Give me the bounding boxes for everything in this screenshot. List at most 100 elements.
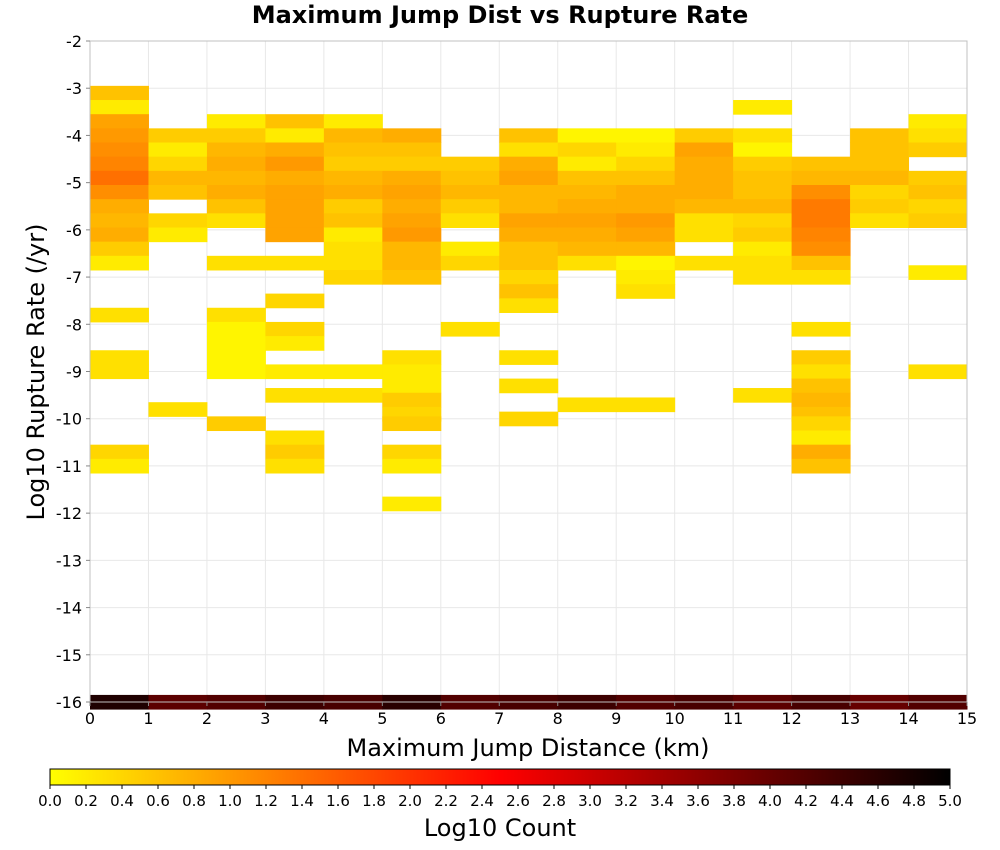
- heatmap-cell: [382, 241, 442, 257]
- heatmap-cell: [440, 321, 500, 337]
- colorbar-tick-label: 4.2: [794, 792, 818, 810]
- y-tick-label: -3: [66, 79, 82, 98]
- heatmap-cell: [90, 170, 149, 186]
- heatmap-cell: [148, 170, 208, 186]
- heatmap-cell: [557, 397, 617, 413]
- heatmap-cell: [733, 156, 793, 172]
- heatmap-cell: [499, 241, 559, 257]
- heatmap-cell: [557, 185, 617, 200]
- heatmap-cell: [850, 199, 910, 214]
- heatmap-cell: [206, 156, 266, 172]
- heatmap-cell: [674, 199, 734, 214]
- heatmap-cell: [616, 269, 676, 285]
- x-tick-label: 13: [840, 709, 860, 728]
- heatmap-cell: [265, 156, 325, 172]
- heatmap-cell: [557, 170, 617, 186]
- y-tick-label: -9: [66, 363, 82, 382]
- heatmap-cell: [90, 185, 149, 200]
- heatmap-cell: [791, 255, 851, 271]
- colorbar-tick-label: 2.4: [470, 792, 494, 810]
- heatmap-cell: [90, 307, 149, 323]
- heatmap-cell: [90, 444, 149, 460]
- heatmap-cell: [148, 227, 208, 243]
- heatmap-cell: [323, 364, 383, 380]
- heatmap-cell: [265, 199, 325, 214]
- heatmap-cell: [382, 185, 442, 200]
- heatmap-cell: [674, 185, 734, 200]
- heatmap-cell: [908, 364, 968, 380]
- heatmap-cell: [850, 142, 910, 158]
- heatmap-cell: [850, 156, 910, 172]
- heatmap-cell: [265, 444, 325, 460]
- heatmap-cell: [382, 392, 442, 408]
- y-tick-label: -12: [56, 504, 82, 523]
- heatmap-cell: [323, 156, 383, 172]
- heatmap-cell: [791, 185, 851, 200]
- heatmap-cell: [440, 199, 500, 214]
- heatmap-cell: [733, 241, 793, 257]
- heatmap-cell: [323, 142, 383, 158]
- heatmap-cell: [382, 227, 442, 243]
- heatmap-cell: [850, 170, 910, 186]
- heatmap-cell: [206, 364, 266, 380]
- y-tick-label: -15: [56, 646, 82, 665]
- colorbar-tick-label: 0.0: [38, 792, 62, 810]
- heatmap-cell: [557, 213, 617, 228]
- colorbar-tick-label: 2.0: [398, 792, 422, 810]
- heatmap-cell: [850, 185, 910, 200]
- heatmap-cell: [206, 199, 266, 214]
- heatmap-cell: [791, 416, 851, 432]
- heatmap-cell: [791, 444, 851, 460]
- heatmap-cell: [733, 227, 793, 243]
- heatmap-cell: [557, 156, 617, 172]
- heatmap-cell: [791, 321, 851, 337]
- colorbar-tick-label: 3.6: [686, 792, 710, 810]
- colorbar-tick-label: 3.4: [650, 792, 674, 810]
- heatmap-cell: [499, 298, 559, 313]
- colorbar-tick-label: 1.6: [326, 792, 350, 810]
- heatmap-cell: [265, 142, 325, 158]
- heatmap-cell: [265, 114, 325, 129]
- heatmap-cell: [557, 199, 617, 214]
- heatmap-cell: [265, 336, 325, 351]
- heatmap-cell: [908, 185, 968, 200]
- colorbar-tick-label: 1.4: [290, 792, 314, 810]
- heatmap-cell: [499, 350, 559, 365]
- heatmap-cell: [323, 241, 383, 257]
- heatmap-cell: [382, 458, 442, 474]
- heatmap-cell: [265, 227, 325, 243]
- x-tick-label: 15: [957, 709, 977, 728]
- heatmap-cells: [90, 85, 968, 710]
- y-tick-label: -14: [56, 599, 82, 618]
- heatmap-cell: [908, 170, 968, 186]
- heatmap-cell: [323, 199, 383, 214]
- y-tick-label: -6: [66, 221, 82, 240]
- heatmap-cell: [908, 128, 968, 144]
- y-tick-label: -2: [66, 32, 82, 51]
- heatmap-cell: [90, 114, 149, 129]
- heatmap-cell: [382, 142, 442, 158]
- heatmap-cell: [90, 458, 149, 474]
- heatmap-cell: [791, 199, 851, 214]
- heatmap-cell: [148, 142, 208, 158]
- heatmap-cell: [265, 170, 325, 186]
- y-tick-label: -16: [56, 693, 82, 712]
- colorbar-tick-label: 0.2: [74, 792, 98, 810]
- heatmap-cell: [90, 156, 149, 172]
- heatmap-cell: [557, 227, 617, 243]
- heatmap-cell: [557, 142, 617, 158]
- heatmap-cell: [499, 269, 559, 285]
- colorbar: [49, 768, 951, 786]
- heatmap-cell: [440, 255, 500, 271]
- y-tick-label: -7: [66, 268, 82, 287]
- heatmap-cell: [323, 128, 383, 144]
- heatmap-cell: [382, 170, 442, 186]
- heatmap-cell: [382, 364, 442, 380]
- heatmap-cell: [382, 255, 442, 271]
- heatmap-cell: [148, 156, 208, 172]
- heatmap-cell: [674, 227, 734, 243]
- y-tick-label: -13: [56, 551, 82, 570]
- heatmap-cell: [323, 213, 383, 228]
- heatmap-cell: [791, 458, 851, 474]
